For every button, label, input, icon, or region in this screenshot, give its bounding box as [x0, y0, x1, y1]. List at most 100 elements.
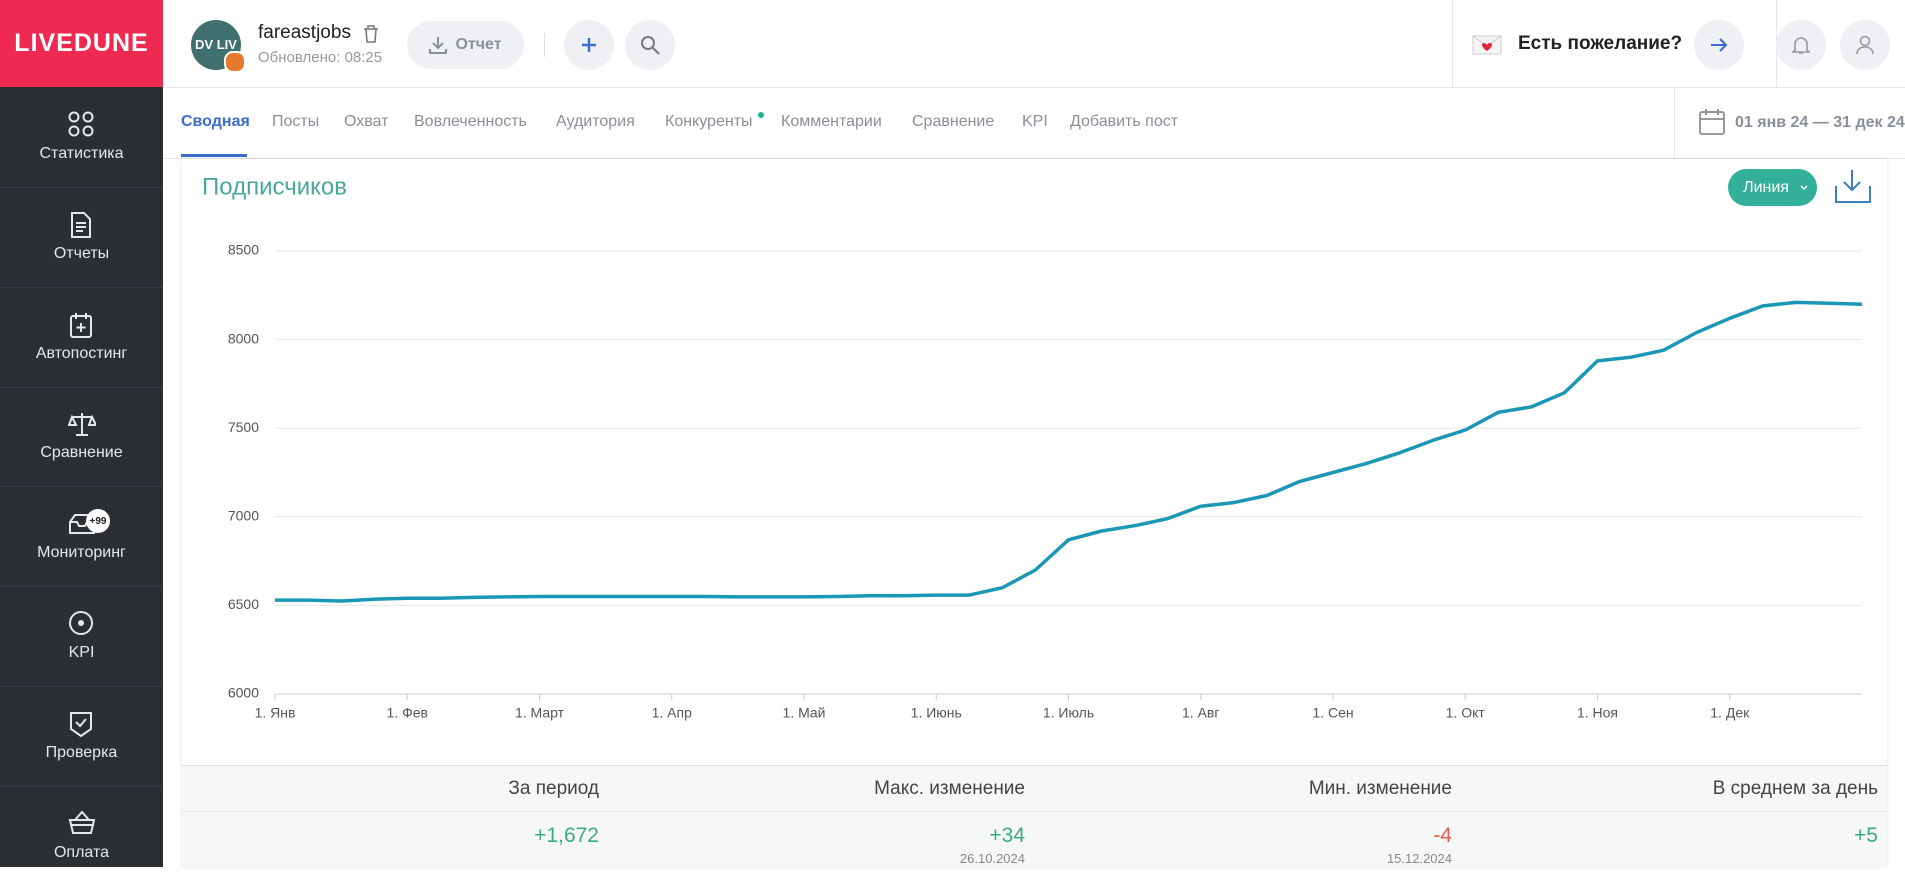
account-name[interactable]: fareastjobs — [258, 22, 351, 43]
nav-item[interactable]: Сравнение — [0, 386, 163, 487]
wish-button[interactable] — [1694, 20, 1744, 70]
tab-bar — [163, 88, 1905, 159]
x-tick-label: 1. Сен — [1312, 705, 1353, 721]
nav-label: Оплата — [53, 844, 110, 861]
x-tick-label: 1. Дек — [1710, 705, 1750, 721]
notifications-button[interactable] — [1776, 20, 1826, 70]
icon — [69, 611, 93, 635]
nav-label: Статистика — [39, 145, 124, 162]
tab[interactable]: Добавить пост — [1070, 113, 1179, 130]
nav-item[interactable]: Оплата — [0, 786, 163, 886]
tab[interactable]: Комментарии — [781, 113, 882, 130]
updated-time: Обновлено: 08:25 — [258, 49, 383, 66]
tab[interactable]: Аудитория — [556, 113, 635, 130]
divider — [182, 811, 1887, 812]
report-button[interactable]: Отчет — [407, 21, 524, 69]
divider — [1674, 88, 1675, 158]
chart-card — [182, 159, 1887, 867]
style-button[interactable] — [1728, 169, 1817, 206]
nav-label: Мониторинг — [37, 544, 126, 561]
y-tick-label: 6000 — [228, 685, 259, 701]
tab[interactable]: Охват — [344, 113, 389, 130]
x-tick-label: 1. Авг — [1182, 705, 1219, 721]
stat-header: В среднем за день — [1712, 778, 1878, 799]
tab[interactable]: Сравнение — [912, 113, 995, 130]
export-icon[interactable] — [1835, 170, 1871, 203]
tab[interactable]: Вовлеченность — [414, 113, 527, 130]
tab[interactable]: Посты — [272, 113, 320, 130]
search-button[interactable] — [625, 20, 675, 70]
download-icon — [429, 37, 448, 54]
x-tick-label: 1. Янв — [255, 705, 296, 721]
plus-icon — [582, 38, 596, 52]
x-tick-label: 1. Май — [783, 705, 826, 721]
icon — [70, 313, 92, 338]
stat-header: Макс. изменение — [874, 778, 1025, 799]
profile-button[interactable] — [1840, 20, 1890, 70]
avatar-badge — [224, 51, 246, 73]
y-tick-label: 8000 — [228, 330, 259, 346]
date-range[interactable]: 01 янв 24 — 31 дек 24 — [1735, 114, 1905, 131]
icon — [68, 413, 96, 436]
tab[interactable]: Сводная — [181, 113, 250, 130]
stat-header: Мин. изменение — [1308, 778, 1452, 799]
delete-icon[interactable] — [363, 25, 379, 43]
x-tick-label: 1. Март — [515, 705, 565, 721]
x-tick-label: 1. Ноя — [1577, 705, 1618, 721]
y-tick-label: 6500 — [228, 596, 259, 612]
nav-label: KPI — [68, 644, 95, 661]
y-tick-label: 8500 — [228, 242, 259, 258]
top-bar — [163, 0, 1905, 88]
stat-value: -4 — [1433, 824, 1452, 847]
stat-value: +34 — [989, 824, 1025, 847]
nav-item[interactable]: Статистика — [0, 87, 163, 188]
nav-label: Автопостинг — [35, 345, 128, 362]
active-tab-underline — [181, 154, 247, 157]
wish-text[interactable]: Есть пожелание? — [1518, 33, 1683, 54]
nav-label: Сравнение — [40, 444, 123, 461]
chart-title: Подписчиков — [202, 173, 347, 200]
stat-value: +1,672 — [534, 824, 599, 847]
logo[interactable]: LIVEDUNE — [0, 0, 163, 87]
icon — [68, 810, 96, 834]
tab[interactable]: KPI — [1022, 113, 1048, 130]
nav-label: Отчеты — [53, 245, 110, 262]
y-tick-label: 7500 — [228, 419, 259, 435]
data-line — [275, 300, 1863, 603]
arrow-icon — [1711, 38, 1728, 52]
x-tick-label: 1. Фев — [387, 705, 428, 721]
icon — [71, 212, 91, 238]
user-icon — [1856, 35, 1874, 55]
stat-value: +5 — [1854, 824, 1878, 847]
x-tick-label: 1. Июль — [1043, 705, 1094, 721]
nav-item[interactable]: Автопостинг — [0, 287, 163, 388]
chart: Подписчиков Линия 6000 6500 7000 7500 8000 85… — [202, 169, 1871, 721]
tab-dot — [758, 112, 764, 118]
icon — [70, 712, 92, 738]
search-icon — [641, 36, 660, 55]
x-tick-label: 1. Окт — [1446, 705, 1486, 721]
nav-item[interactable]: KPI — [0, 586, 163, 687]
nav-item[interactable]: Проверка — [0, 686, 163, 787]
calendar-icon[interactable] — [1698, 108, 1726, 136]
bell-icon — [1792, 37, 1810, 54]
stat-header: За период — [508, 778, 599, 799]
x-tick-label: 1. Июнь — [911, 705, 962, 721]
divider — [1452, 0, 1453, 87]
caret — [1800, 185, 1808, 191]
icon — [68, 111, 94, 137]
nav-item[interactable]: Мониторинг — [0, 486, 163, 587]
stat-date: 15.12.2024 — [1386, 851, 1452, 866]
style-button-label: Линия — [1743, 179, 1789, 196]
badge: +99 — [86, 509, 110, 533]
envelope-icon — [1472, 35, 1502, 55]
y-tick-label: 7000 — [228, 508, 259, 524]
nav-label: Проверка — [45, 744, 118, 761]
page: LIVEDUNE Статистика Отчеты Автопостинг С… — [0, 0, 1905, 868]
nav-item[interactable]: Отчеты — [0, 187, 163, 288]
add-button[interactable] — [564, 20, 614, 70]
stats-panel — [182, 765, 1887, 868]
report-label: Отчет — [455, 36, 502, 53]
tab[interactable]: Конкуренты — [665, 113, 753, 130]
divider — [544, 33, 545, 57]
